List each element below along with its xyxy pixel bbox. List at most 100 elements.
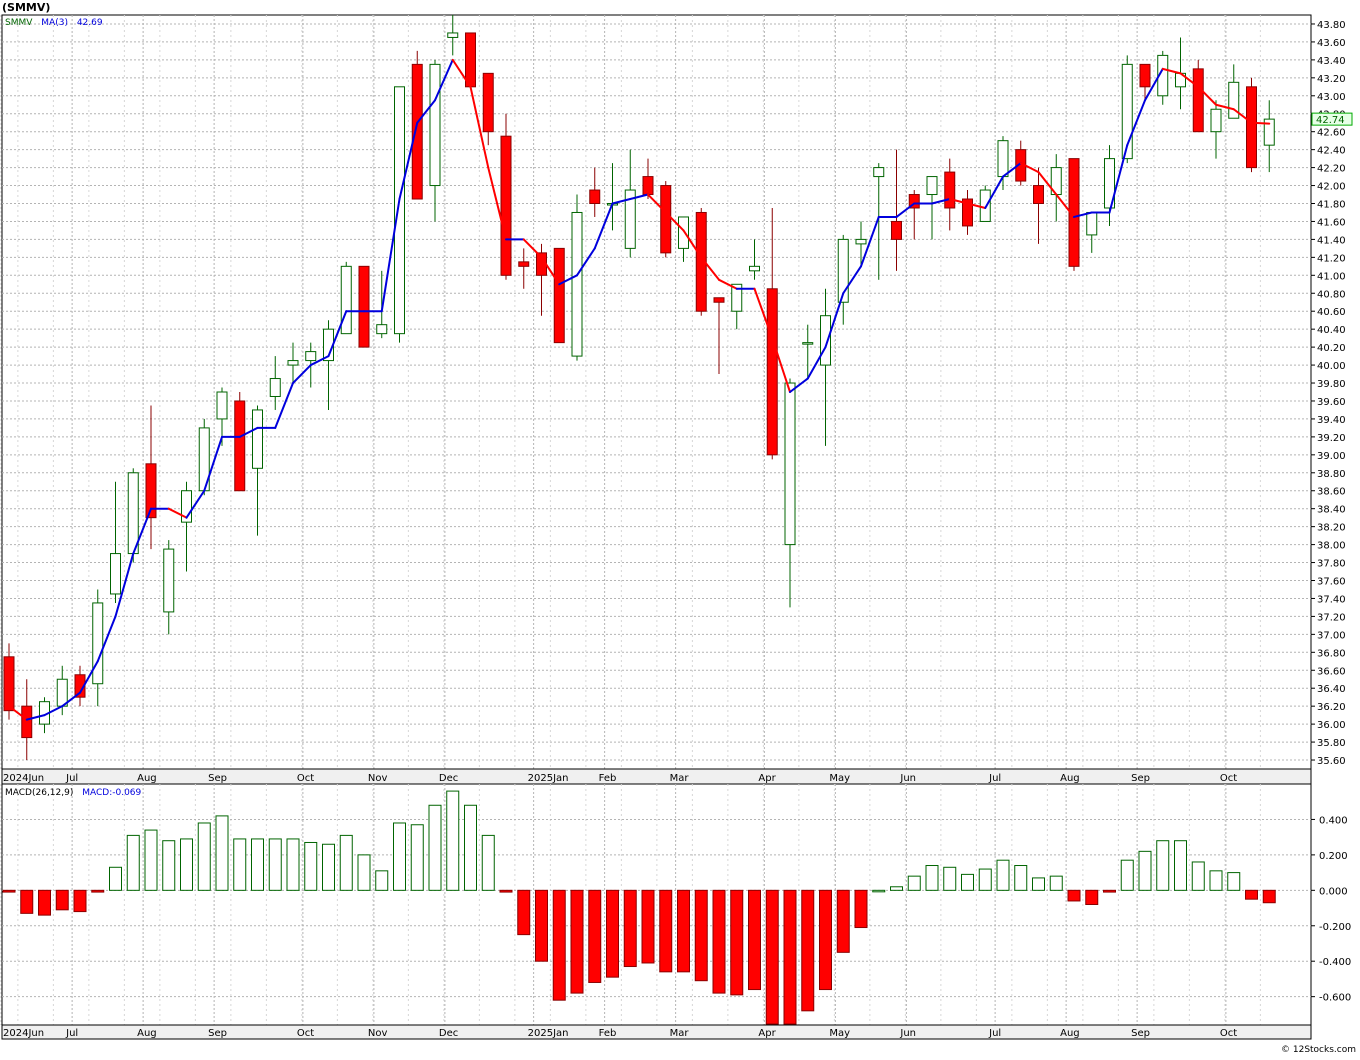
candle <box>695 207 707 316</box>
macd-bar <box>20 889 34 914</box>
macd-tick-label: -0.200 <box>1319 922 1351 933</box>
macd-bar <box>1138 850 1152 891</box>
candle <box>358 265 370 348</box>
macd-bar <box>286 838 300 891</box>
macd-tick-label: 0.200 <box>1319 851 1348 862</box>
macd-bar <box>73 889 87 913</box>
candle <box>837 234 849 325</box>
ma-segment <box>611 198 632 205</box>
macd-bar <box>606 889 619 978</box>
candle <box>908 190 920 240</box>
candle-body <box>695 211 707 312</box>
symbol-title: (SMMV) <box>2 1 50 14</box>
ma-segment <box>1055 193 1075 218</box>
candle-body <box>553 247 565 344</box>
candle <box>855 221 867 267</box>
ma-segment <box>984 175 1004 209</box>
macd-bar <box>410 824 424 891</box>
ma-segment <box>238 426 259 438</box>
macd-bar <box>215 815 229 891</box>
legend-symbol: SMMV <box>5 18 33 28</box>
candle-body <box>713 297 725 303</box>
candle <box>731 283 743 330</box>
price-candles <box>3 15 1275 761</box>
candle-body <box>731 283 743 312</box>
macd-bar <box>996 859 1010 891</box>
candle-body <box>518 261 530 267</box>
price-tick-label: 36.20 <box>1317 702 1346 713</box>
candle-body <box>1139 63 1151 88</box>
macd-bar <box>694 889 708 982</box>
candle-body <box>411 63 423 200</box>
macd-bar <box>1209 870 1223 891</box>
price-tick-label: 41.60 <box>1317 217 1346 228</box>
macd-bar <box>304 841 318 891</box>
ma-segment <box>647 193 667 214</box>
price-tick-label: 39.40 <box>1317 415 1346 426</box>
candle <box>660 181 672 258</box>
macd-bar <box>836 889 850 953</box>
price-tick-label: 39.00 <box>1317 451 1346 462</box>
candle <box>571 194 583 361</box>
price-x-label: Oct <box>297 773 314 784</box>
candle <box>1033 167 1044 244</box>
candle <box>749 239 760 280</box>
ma-segment <box>43 705 64 717</box>
macd-bar <box>251 838 264 891</box>
candle-body <box>589 189 601 205</box>
candle-body <box>837 238 849 303</box>
ma-segment <box>327 310 348 358</box>
ma-segment <box>309 355 330 367</box>
candle <box>376 270 388 339</box>
macd-bar <box>1032 877 1045 891</box>
ma-segment <box>664 211 685 232</box>
ma-segment <box>61 691 81 708</box>
macd-bar <box>481 834 495 891</box>
macd-bar <box>109 866 122 891</box>
candle-body <box>340 265 352 335</box>
ma-segment <box>700 256 720 281</box>
macd-bar <box>393 822 406 891</box>
candle <box>340 261 352 335</box>
candle <box>518 248 530 289</box>
macd-bars <box>2 790 1276 1025</box>
macd-x-axis <box>1 1024 1312 1040</box>
candle-body <box>802 342 814 345</box>
candle-body <box>127 472 139 555</box>
candle <box>198 418 210 496</box>
candle-body <box>163 548 175 613</box>
candle <box>873 163 885 280</box>
price-tick-label: 43.20 <box>1317 74 1346 85</box>
macd-bar <box>783 889 797 1025</box>
macd-bar <box>1049 875 1063 891</box>
macd-x-label: Sep <box>208 1028 227 1039</box>
ma-segment <box>1161 67 1182 75</box>
macd-y-axis: 0.400 0.200 0.000 -0.200 -0.400 -0.600 <box>1311 815 1351 1004</box>
macd-x-label: Jul <box>65 1028 78 1039</box>
candle-body <box>465 32 476 88</box>
macd-tick-label: 0.400 <box>1319 815 1348 826</box>
macd-bar <box>2 889 16 893</box>
macd-bar <box>712 889 726 994</box>
candle <box>820 288 831 446</box>
macd-x-label: Jul <box>988 1028 1001 1039</box>
macd-x-label: Aug <box>1060 1028 1080 1039</box>
macd-bar <box>961 873 974 891</box>
ma-segment <box>1037 171 1058 196</box>
price-tick-label: 38.80 <box>1317 469 1346 480</box>
ma-segment <box>771 337 791 393</box>
macd-x-label: May <box>829 1028 850 1039</box>
ma-segment <box>1179 72 1200 88</box>
macd-tick-label: -0.600 <box>1319 993 1351 1004</box>
price-x-labels: 2024Jun Jul Aug Sep Oct Nov Dec 2025Jan Feb Mar Ap… <box>3 773 1237 784</box>
candle <box>1157 50 1169 105</box>
candle-body <box>216 391 228 420</box>
candle-body <box>1086 211 1098 236</box>
macd-bar <box>464 804 477 891</box>
ma-segment <box>1108 144 1129 214</box>
svg-text:MACD(26,12,9) MACD:-0.06: MACD(26,12,9) MACD:-0.069 <box>5 788 142 798</box>
macd-bar <box>126 834 140 891</box>
candle <box>234 392 246 492</box>
ma-segment <box>860 215 880 268</box>
